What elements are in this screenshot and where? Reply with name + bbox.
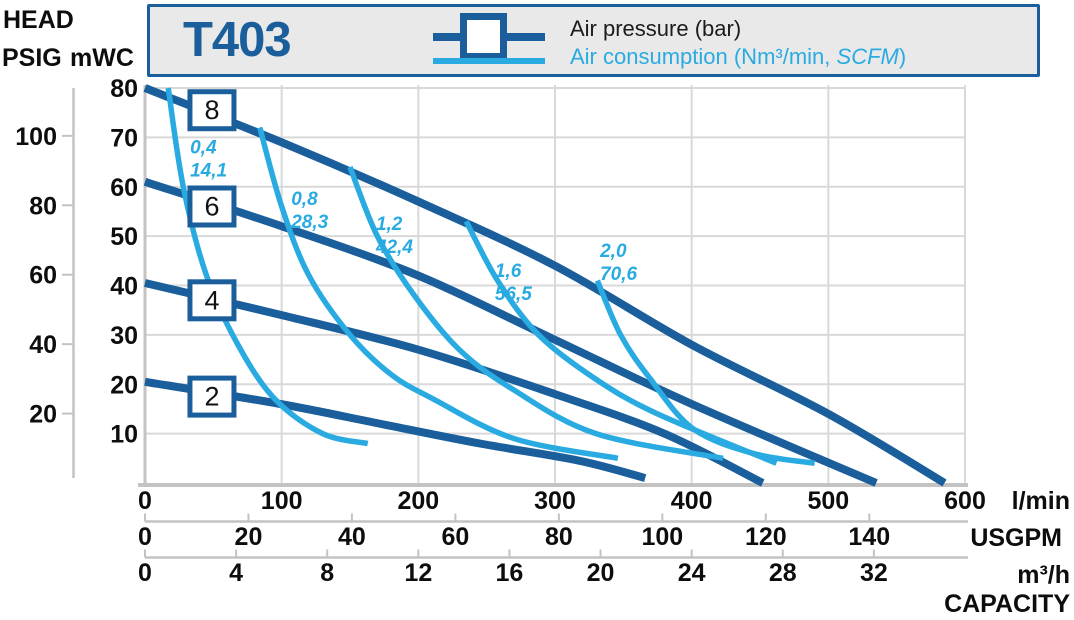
pressure-box-label-4bar: 4: [204, 285, 219, 315]
pressure-box-label-8bar: 8: [204, 95, 219, 125]
consumption-curve-1,2: [347, 165, 724, 462]
pressure-box-label-6bar: 6: [204, 192, 219, 222]
tick-label-m³/h: 16: [496, 559, 524, 587]
legend-consumption-pre: Air consumption (Nm³/min,: [570, 44, 837, 69]
consumption-label-scfm-14,1: 14,1: [190, 160, 227, 181]
capacity-axis-title: CAPACITY: [944, 590, 1070, 618]
tick-label-m³/h: 24: [678, 559, 706, 587]
tick-label-m³/h: 32: [860, 559, 888, 587]
m3h-unit-label: m³/h: [1017, 561, 1070, 589]
consumption-label-nm3-0,4: 0,4: [190, 137, 217, 158]
tick-label-mWC: 60: [110, 174, 138, 202]
usgpm-unit-label: USGPM: [970, 524, 1062, 552]
pressure-curve-4bar: [144, 279, 765, 487]
tick-label-l/min: 500: [807, 487, 849, 515]
tick-label-USGPM: 20: [235, 523, 263, 551]
psig-axis-unit: PSIG: [2, 44, 62, 72]
tick-label-PSIG: 40: [29, 331, 57, 359]
legend-air-pressure-label: Air pressure (bar): [570, 16, 742, 41]
tick-label-l/min: 400: [671, 487, 713, 515]
tick-label-m³/h: 4: [229, 559, 243, 587]
pressure-box-8bar: [187, 89, 237, 132]
pressure-curve-2bar: [144, 377, 647, 482]
tick-label-mWC: 20: [110, 371, 138, 399]
tick-label-USGPM: 60: [441, 523, 469, 551]
consumption-curve-2,0: [594, 279, 816, 466]
tick-label-mWC: 70: [110, 124, 138, 152]
tick-label-l/min: 200: [397, 487, 439, 515]
tick-label-mWC: 50: [110, 223, 138, 251]
head-axis-title: HEAD: [3, 6, 74, 34]
mwc-axis-unit: mWC: [70, 44, 134, 72]
consumption-curve-0,8: [257, 126, 619, 462]
pressure-box-label-2bar: 2: [204, 382, 219, 412]
tick-label-PSIG: 20: [29, 401, 57, 429]
tick-label-USGPM: 120: [745, 523, 787, 551]
pressure-curve-6bar: [143, 178, 878, 487]
consumption-label-scfm-56,5: 56,5: [495, 284, 532, 305]
pump-square-icon: [460, 13, 507, 60]
tick-label-USGPM: 140: [848, 523, 890, 551]
tick-label-mWC: 40: [110, 273, 138, 301]
pressure-box-6bar: [187, 185, 237, 228]
tick-label-m³/h: 0: [138, 559, 152, 587]
consumption-label-scfm-42,4: 42,4: [375, 237, 413, 258]
legend-consumption-post: ): [898, 44, 907, 69]
tick-label-l/min: 100: [261, 487, 303, 515]
tick-label-m³/h: 20: [587, 559, 615, 587]
consumption-label-nm3-0,8: 0,8: [291, 189, 318, 210]
consumption-label-nm3-2,0: 2,0: [599, 241, 627, 262]
tick-label-l/min: 300: [534, 487, 576, 515]
tick-label-mWC: 10: [110, 421, 138, 449]
tick-label-USGPM: 100: [641, 523, 683, 551]
tick-label-m³/h: 28: [769, 559, 797, 587]
pressure-curve-8bar: [143, 84, 947, 487]
tick-label-mWC: 30: [110, 322, 138, 350]
tick-label-PSIG: 100: [15, 123, 57, 151]
consumption-label-scfm-28,3: 28,3: [290, 212, 328, 233]
pressure-box-4bar: [187, 279, 237, 322]
tick-label-PSIG: 60: [29, 262, 57, 290]
consumption-label-nm3-1,2: 1,2: [376, 214, 403, 235]
consumption-legend-line-icon: [433, 58, 545, 64]
consumption-label-scfm-70,6: 70,6: [600, 264, 637, 285]
tick-label-m³/h: 12: [404, 559, 432, 587]
tick-label-USGPM: 0: [138, 523, 152, 551]
tick-label-USGPM: 40: [338, 523, 366, 551]
tick-label-mWC: 80: [110, 75, 138, 103]
tick-label-l/min: 0: [138, 487, 152, 515]
consumption-label-nm3-1,6: 1,6: [495, 261, 522, 282]
tick-label-PSIG: 80: [29, 192, 57, 220]
tick-label-m³/h: 8: [320, 559, 334, 587]
legend-consumption-scfm: SCFM: [836, 44, 899, 69]
consumption-curve-0,4: [165, 87, 369, 447]
legend-air-consumption-label: Air consumption (Nm³/min, SCFM): [570, 44, 906, 70]
tick-label-USGPM: 80: [545, 523, 573, 551]
lmin-unit-label: l/min: [1011, 487, 1070, 515]
pump-model-title: T403: [183, 13, 292, 67]
pressure-box-2bar: [187, 375, 237, 418]
title-legend-panel: [147, 4, 1040, 77]
tick-label-l/min: 600: [944, 487, 986, 515]
